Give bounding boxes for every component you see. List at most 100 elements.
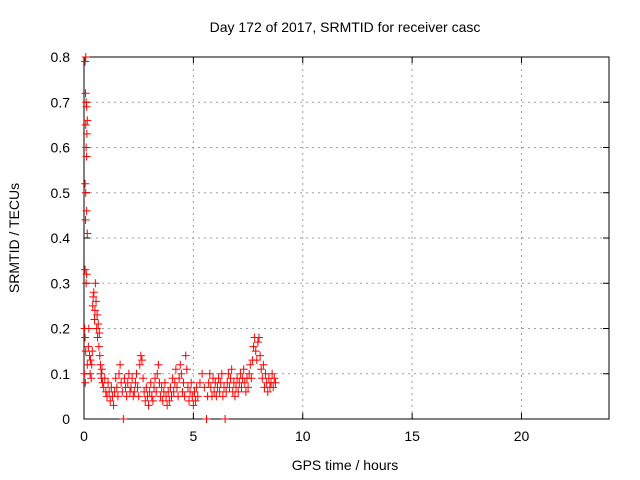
x-tick-label: 0 (80, 428, 88, 444)
data-point (249, 342, 258, 351)
data-point (120, 374, 129, 383)
data-point (150, 383, 158, 392)
data-point (110, 387, 119, 396)
data-point (193, 392, 202, 401)
data-point (142, 383, 151, 392)
x-tick-label: 20 (514, 428, 530, 444)
data-point (183, 383, 192, 392)
data-point (81, 120, 90, 129)
data-point (95, 329, 104, 338)
data-point (104, 378, 113, 387)
data-point (257, 365, 266, 374)
data-point (246, 360, 255, 369)
data-point (214, 374, 223, 383)
y-tick-label: 0.7 (51, 94, 71, 110)
data-point (270, 374, 279, 383)
y-tick-label: 0.1 (51, 366, 71, 382)
data-point (81, 188, 90, 197)
data-point (84, 324, 93, 333)
data-point (87, 374, 96, 383)
data-point (189, 401, 198, 410)
data-point (181, 351, 190, 360)
data-point (251, 347, 260, 356)
data-point (163, 401, 172, 410)
data-point (82, 270, 91, 279)
data-point (253, 338, 262, 347)
data-point (263, 387, 272, 396)
data-point (131, 378, 140, 387)
data-point (154, 360, 163, 369)
data-point (255, 333, 263, 342)
data-point (118, 387, 127, 396)
data-point (157, 383, 166, 392)
y-tick-labels: 0 0.1 0.2 0.3 0.4 0.5 0.6 0.7 0.8 (51, 49, 71, 427)
data-point (116, 360, 125, 369)
y-tick-label: 0.6 (51, 140, 71, 156)
y-tick-label: 0.8 (51, 49, 71, 65)
data-point (151, 374, 160, 383)
data-point (141, 396, 150, 405)
data-point (90, 306, 99, 315)
data-point (169, 387, 178, 396)
data-point (148, 396, 157, 405)
data-point (96, 360, 105, 369)
data-point (152, 387, 161, 396)
data-point (100, 374, 109, 383)
data-point (86, 369, 95, 378)
data-point (111, 374, 120, 383)
data-point (239, 365, 248, 374)
data-point (191, 396, 200, 405)
data-point (153, 369, 162, 378)
data-point (144, 401, 153, 410)
data-point (230, 392, 239, 401)
data-point (268, 369, 277, 378)
data-point (99, 383, 108, 392)
data-point (81, 89, 90, 98)
data-point (83, 229, 92, 238)
data-point (95, 351, 104, 360)
data-point (252, 356, 261, 365)
data-point (81, 53, 90, 61)
data-point (187, 378, 196, 387)
data-point (241, 387, 250, 396)
data-point (81, 333, 90, 342)
data-point (269, 383, 278, 392)
y-tick-label: 0.5 (51, 185, 71, 201)
data-point (147, 392, 156, 401)
data-point (90, 315, 99, 324)
x-tick-labels: 0 5 10 15 20 (80, 428, 529, 444)
y-tick-label: 0 (62, 411, 70, 427)
data-point (81, 57, 90, 66)
data-point (113, 392, 122, 401)
data-point (234, 387, 243, 396)
data-point (87, 360, 96, 369)
data-point (92, 297, 101, 306)
data-point (128, 374, 137, 383)
data-point (205, 369, 214, 378)
data-point (83, 116, 92, 125)
data-point (180, 392, 189, 401)
data-point (247, 374, 256, 383)
data-point (176, 360, 185, 369)
data-point (236, 369, 245, 378)
data-point (146, 378, 155, 387)
data-point (256, 351, 265, 360)
data-point (85, 351, 94, 360)
data-point (109, 401, 118, 410)
data-point (130, 387, 139, 396)
data-point (190, 387, 199, 396)
x-tick-label: 10 (295, 428, 311, 444)
data-point (137, 356, 146, 365)
data-point (139, 374, 148, 383)
data-point (165, 396, 174, 405)
data-point (136, 351, 145, 360)
data-point (134, 392, 143, 401)
data-point (175, 374, 184, 383)
data-point (81, 179, 90, 188)
data-point (179, 378, 188, 387)
data-point (81, 265, 90, 274)
data-point (81, 215, 90, 224)
data-point (106, 396, 115, 405)
data-point (271, 378, 280, 387)
